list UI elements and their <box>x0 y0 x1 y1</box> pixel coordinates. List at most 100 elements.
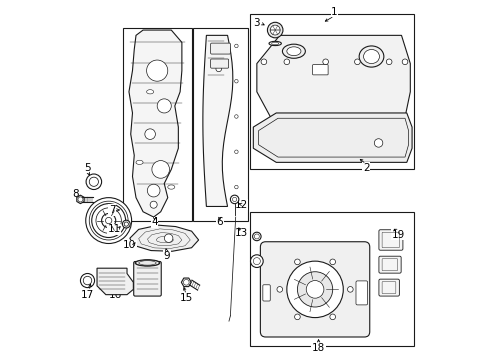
Circle shape <box>144 129 155 139</box>
Circle shape <box>234 185 238 189</box>
Circle shape <box>270 25 280 35</box>
Circle shape <box>146 60 167 81</box>
Ellipse shape <box>135 260 160 266</box>
Ellipse shape <box>146 90 153 94</box>
FancyBboxPatch shape <box>378 230 402 250</box>
Circle shape <box>83 276 92 285</box>
Text: 16: 16 <box>109 290 122 300</box>
Text: 18: 18 <box>311 343 325 352</box>
Bar <box>249 14 413 170</box>
Circle shape <box>276 287 282 292</box>
Circle shape <box>183 279 189 285</box>
Text: 13: 13 <box>234 228 247 238</box>
Circle shape <box>297 272 332 307</box>
Ellipse shape <box>167 185 175 189</box>
Polygon shape <box>129 30 182 217</box>
Circle shape <box>347 287 352 292</box>
Circle shape <box>234 80 238 83</box>
Polygon shape <box>181 278 191 287</box>
Circle shape <box>147 184 160 197</box>
Circle shape <box>261 59 266 65</box>
Circle shape <box>216 66 221 72</box>
Ellipse shape <box>282 44 305 58</box>
Ellipse shape <box>136 160 143 165</box>
Circle shape <box>105 217 112 224</box>
Ellipse shape <box>286 47 300 56</box>
Ellipse shape <box>271 42 278 45</box>
FancyBboxPatch shape <box>260 242 369 337</box>
Circle shape <box>230 195 238 204</box>
Polygon shape <box>256 35 409 134</box>
FancyBboxPatch shape <box>210 59 228 68</box>
Circle shape <box>329 259 335 265</box>
Ellipse shape <box>358 46 383 67</box>
FancyBboxPatch shape <box>210 43 230 54</box>
FancyBboxPatch shape <box>378 279 399 296</box>
Ellipse shape <box>268 41 281 46</box>
Circle shape <box>234 115 238 118</box>
FancyBboxPatch shape <box>312 65 327 75</box>
Circle shape <box>253 258 260 265</box>
Circle shape <box>284 59 289 65</box>
Text: 11: 11 <box>107 224 121 234</box>
Circle shape <box>374 139 382 147</box>
Circle shape <box>386 59 391 65</box>
Circle shape <box>96 208 121 233</box>
Circle shape <box>401 59 407 65</box>
Polygon shape <box>77 195 84 204</box>
Polygon shape <box>253 113 411 162</box>
Text: 2: 2 <box>362 163 369 173</box>
Ellipse shape <box>363 49 379 64</box>
Circle shape <box>250 255 263 267</box>
Bar <box>122 28 191 221</box>
Circle shape <box>164 234 173 242</box>
Circle shape <box>122 220 130 228</box>
Text: 15: 15 <box>179 293 193 303</box>
Circle shape <box>305 280 323 298</box>
Circle shape <box>267 22 283 38</box>
Circle shape <box>329 314 335 320</box>
Circle shape <box>124 222 128 226</box>
Text: 7: 7 <box>109 205 115 215</box>
Text: 14: 14 <box>139 286 152 296</box>
Circle shape <box>89 177 98 186</box>
Text: 17: 17 <box>81 290 94 300</box>
FancyBboxPatch shape <box>263 285 270 301</box>
Circle shape <box>135 233 145 243</box>
Circle shape <box>234 44 238 48</box>
Polygon shape <box>203 35 232 207</box>
Circle shape <box>78 197 83 202</box>
Text: 5: 5 <box>84 163 91 173</box>
FancyBboxPatch shape <box>378 256 400 273</box>
Text: 3: 3 <box>253 18 260 28</box>
Circle shape <box>294 259 300 265</box>
FancyBboxPatch shape <box>355 281 367 305</box>
Circle shape <box>232 197 236 202</box>
Polygon shape <box>97 268 133 294</box>
Text: 1: 1 <box>330 8 337 17</box>
Circle shape <box>252 232 261 241</box>
Bar <box>193 28 247 221</box>
Circle shape <box>157 99 171 113</box>
Polygon shape <box>130 225 198 251</box>
Circle shape <box>102 213 116 228</box>
Text: 9: 9 <box>163 251 170 261</box>
Circle shape <box>354 59 360 65</box>
Text: 6: 6 <box>216 217 223 227</box>
Circle shape <box>254 234 259 239</box>
Circle shape <box>85 198 131 243</box>
Circle shape <box>92 204 125 238</box>
Circle shape <box>234 150 238 153</box>
Circle shape <box>152 161 169 178</box>
Text: 12: 12 <box>234 200 247 210</box>
Circle shape <box>150 201 157 208</box>
Circle shape <box>286 261 343 318</box>
Circle shape <box>86 174 102 189</box>
Circle shape <box>89 201 128 240</box>
Text: 10: 10 <box>123 240 136 250</box>
Text: 8: 8 <box>72 189 78 199</box>
Text: 4: 4 <box>151 217 158 227</box>
Circle shape <box>137 235 143 241</box>
Circle shape <box>81 274 94 288</box>
FancyBboxPatch shape <box>133 261 161 296</box>
